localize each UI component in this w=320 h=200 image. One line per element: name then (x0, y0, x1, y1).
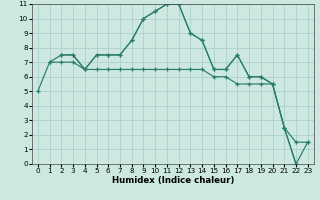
X-axis label: Humidex (Indice chaleur): Humidex (Indice chaleur) (112, 176, 234, 185)
